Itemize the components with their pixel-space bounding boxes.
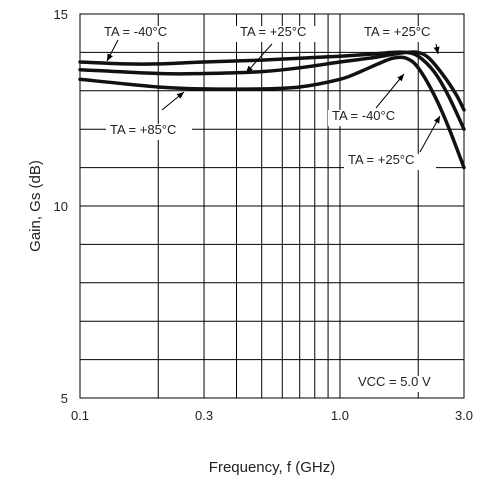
plot-frame — [79, 13, 465, 399]
y-axis-label: Gain, Gs (dB) — [27, 160, 44, 252]
x-tick-label: 0.3 — [195, 408, 213, 423]
annotation-text: TA = -40°C — [104, 24, 167, 39]
x-axis-label: Frequency, f (GHz) — [209, 459, 335, 476]
x-tick-label: 1.0 — [331, 408, 349, 423]
series-line-plus85c — [78, 55, 466, 170]
grid — [80, 14, 464, 398]
x-tick-label: 3.0 — [455, 408, 473, 423]
annotation-minus40c-left: TA = -40°C — [100, 24, 182, 62]
annotation-text: TA = +25°C — [240, 24, 306, 39]
annotation-text: TA = -40°C — [332, 108, 395, 123]
annotations: TA = -40°C TA = +25°C TA = +25°C TA = +85°C… — [100, 24, 452, 392]
annotation-background — [328, 110, 414, 126]
y-tick-label: 5 — [61, 391, 68, 406]
series-line-minus40c — [78, 50, 466, 131]
annotation-plus25c-top-right: TA = +25°C — [360, 24, 448, 55]
y-tick-label: 15 — [54, 7, 68, 22]
annotation-text: VCC = 5.0 V — [358, 374, 431, 389]
annotation-background — [100, 26, 182, 42]
annotation-minus40c-right: TA = -40°C — [328, 73, 414, 126]
x-tick-label: 0.1 — [71, 408, 89, 423]
annotation-arrowhead — [246, 65, 253, 73]
annotation-arrowhead — [397, 74, 404, 82]
annotation-arrowhead — [433, 46, 440, 54]
annotation-arrowhead — [107, 53, 113, 61]
annotation-text: TA = +25°C — [348, 152, 414, 167]
series-layer — [78, 50, 466, 170]
annotation-leader-line — [375, 73, 405, 109]
annotation-arrowhead — [433, 116, 440, 124]
annotation-text: TA = +25°C — [364, 24, 430, 39]
annotation-plus25c-mid: TA = +25°C — [236, 24, 326, 74]
annotation-arrowhead — [176, 92, 184, 99]
y-tick-label: 10 — [54, 199, 68, 214]
annotation-background — [344, 154, 436, 170]
annotation-background — [106, 124, 192, 140]
annotation-background — [354, 376, 452, 392]
annotation-text: TA = +85°C — [110, 122, 176, 137]
series-line-plus25c — [78, 50, 466, 112]
annotation-plus85c: TA = +85°C — [106, 91, 192, 140]
vcc-annotation: VCC = 5.0 V — [354, 374, 452, 392]
annotation-plus25c-lower-right: TA = +25°C — [344, 115, 441, 170]
annotation-background — [360, 26, 448, 42]
annotation-background — [236, 26, 326, 42]
tick-labels: 0.1 0.3 1.0 3.0 5 10 15 — [54, 7, 474, 423]
